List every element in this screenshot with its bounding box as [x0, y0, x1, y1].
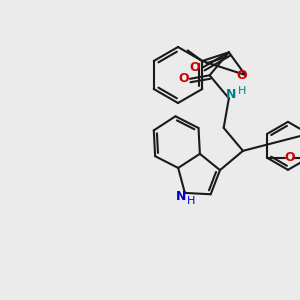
Text: N: N: [176, 190, 186, 203]
Text: H: H: [238, 86, 246, 96]
Text: O: O: [178, 72, 189, 85]
Text: H: H: [187, 196, 195, 206]
Text: O: O: [190, 61, 200, 74]
Text: N: N: [226, 88, 236, 101]
Text: O: O: [236, 68, 247, 82]
Text: O: O: [285, 151, 296, 164]
